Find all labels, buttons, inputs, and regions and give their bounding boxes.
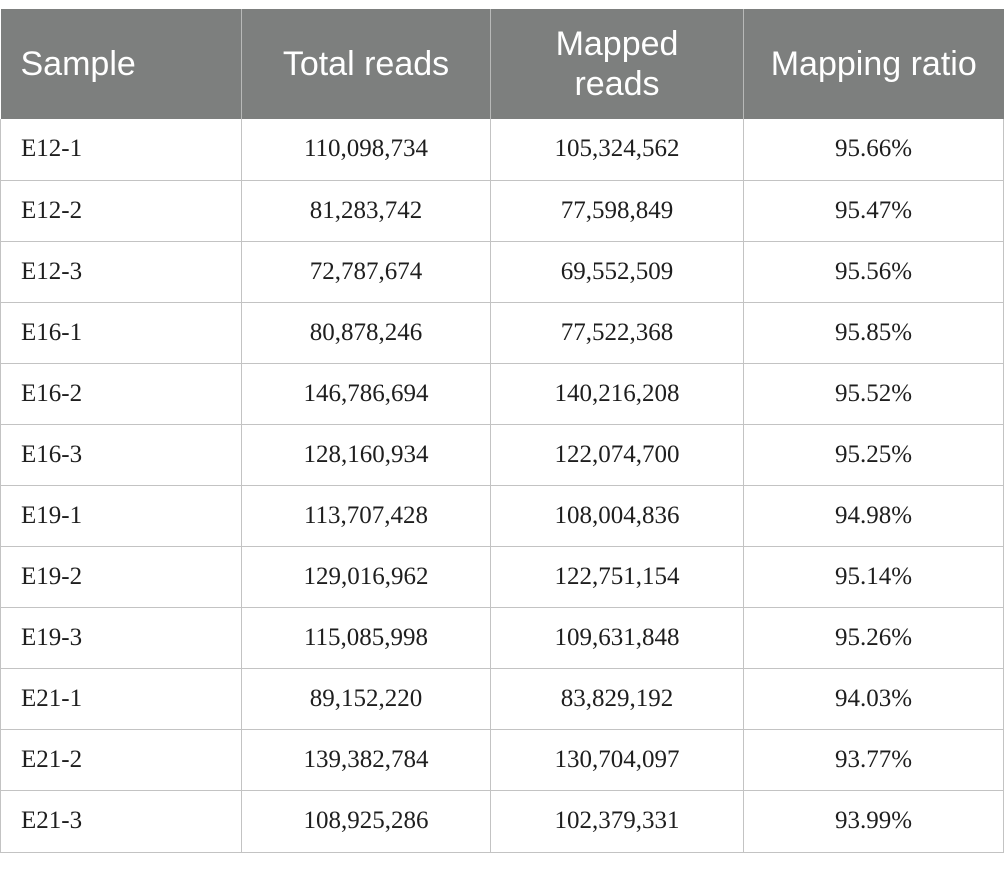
cell-sample: E19-3 (0, 607, 242, 669)
table-row: E19-2 129,016,962 122,751,154 95.14% (0, 546, 1004, 608)
table-row: E19-3 115,085,998 109,631,848 95.26% (0, 607, 1004, 669)
cell-mapping-ratio: 94.03% (743, 668, 1004, 730)
table-row: E21-2 139,382,784 130,704,097 93.77% (0, 729, 1004, 791)
table-body: E12-1 110,098,734 105,324,562 95.66% E12-2 81… (0, 119, 1004, 853)
cell-mapped-reads: 140,216,208 (490, 363, 744, 425)
cell-mapping-ratio: 95.47% (743, 180, 1004, 242)
cell-sample: E12-3 (0, 241, 242, 303)
cell-sample: E21-2 (0, 729, 242, 791)
cell-mapping-ratio: 95.52% (743, 363, 1004, 425)
cell-total-reads: 128,160,934 (241, 424, 491, 486)
table-row: E16-3 128,160,934 122,074,700 95.25% (0, 424, 1004, 486)
cell-total-reads: 80,878,246 (241, 302, 491, 364)
header-row: Sample Total reads Mapped reads Mapping … (0, 9, 1004, 119)
cell-mapping-ratio: 95.25% (743, 424, 1004, 486)
table-header: Sample Total reads Mapped reads Mapping … (0, 9, 1004, 119)
table-row: E12-2 81,283,742 77,598,849 95.47% (0, 180, 1004, 242)
header-mapping-ratio: Mapping ratio (743, 9, 1004, 119)
header-total-reads: Total reads (241, 9, 491, 119)
cell-mapped-reads: 122,074,700 (490, 424, 744, 486)
cell-sample: E21-3 (0, 790, 242, 853)
cell-total-reads: 113,707,428 (241, 485, 491, 547)
table-row: E21-3 108,925,286 102,379,331 93.99% (0, 790, 1004, 853)
cell-mapping-ratio: 95.26% (743, 607, 1004, 669)
cell-mapped-reads: 83,829,192 (490, 668, 744, 730)
cell-mapped-reads: 109,631,848 (490, 607, 744, 669)
cell-total-reads: 72,787,674 (241, 241, 491, 303)
table-row: E12-1 110,098,734 105,324,562 95.66% (0, 119, 1004, 181)
cell-sample: E21-1 (0, 668, 242, 730)
cell-mapping-ratio: 95.56% (743, 241, 1004, 303)
cell-total-reads: 89,152,220 (241, 668, 491, 730)
cell-mapping-ratio: 95.66% (743, 119, 1004, 181)
cell-mapped-reads: 77,522,368 (490, 302, 744, 364)
cell-mapping-ratio: 95.85% (743, 302, 1004, 364)
cell-sample: E12-2 (0, 180, 242, 242)
cell-mapping-ratio: 94.98% (743, 485, 1004, 547)
cell-mapped-reads: 122,751,154 (490, 546, 744, 608)
cell-sample: E16-3 (0, 424, 242, 486)
cell-mapping-ratio: 95.14% (743, 546, 1004, 608)
cell-mapped-reads: 105,324,562 (490, 119, 744, 181)
table-row: E16-1 80,878,246 77,522,368 95.85% (0, 302, 1004, 364)
cell-mapped-reads: 102,379,331 (490, 790, 744, 853)
mapping-stats-table: Sample Total reads Mapped reads Mapping … (0, 9, 1004, 853)
cell-sample: E16-2 (0, 363, 242, 425)
table-row: E21-1 89,152,220 83,829,192 94.03% (0, 668, 1004, 730)
cell-total-reads: 129,016,962 (241, 546, 491, 608)
cell-total-reads: 146,786,694 (241, 363, 491, 425)
cell-mapped-reads: 130,704,097 (490, 729, 744, 791)
cell-mapping-ratio: 93.77% (743, 729, 1004, 791)
cell-mapping-ratio: 93.99% (743, 790, 1004, 853)
cell-total-reads: 139,382,784 (241, 729, 491, 791)
table-row: E16-2 146,786,694 140,216,208 95.52% (0, 363, 1004, 425)
cell-total-reads: 110,098,734 (241, 119, 491, 181)
cell-mapped-reads: 108,004,836 (490, 485, 744, 547)
cell-mapped-reads: 77,598,849 (490, 180, 744, 242)
table-row: E19-1 113,707,428 108,004,836 94.98% (0, 485, 1004, 547)
cell-total-reads: 115,085,998 (241, 607, 491, 669)
table-row: E12-3 72,787,674 69,552,509 95.56% (0, 241, 1004, 303)
cell-mapped-reads: 69,552,509 (490, 241, 744, 303)
cell-sample: E12-1 (0, 119, 242, 181)
cell-total-reads: 108,925,286 (241, 790, 491, 853)
header-mapped-reads: Mapped reads (490, 9, 744, 119)
cell-sample: E16-1 (0, 302, 242, 364)
header-sample: Sample (0, 9, 242, 119)
cell-sample: E19-2 (0, 546, 242, 608)
cell-total-reads: 81,283,742 (241, 180, 491, 242)
cell-sample: E19-1 (0, 485, 242, 547)
